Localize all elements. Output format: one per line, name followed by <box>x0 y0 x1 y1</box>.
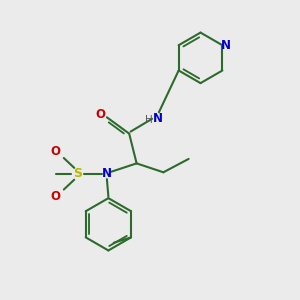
Text: O: O <box>95 108 105 122</box>
Text: N: N <box>220 39 230 52</box>
Text: S: S <box>73 167 82 180</box>
Text: O: O <box>50 145 61 158</box>
Text: N: N <box>102 167 112 180</box>
Text: O: O <box>50 190 61 202</box>
Text: H: H <box>145 115 153 125</box>
Text: N: N <box>152 112 162 125</box>
